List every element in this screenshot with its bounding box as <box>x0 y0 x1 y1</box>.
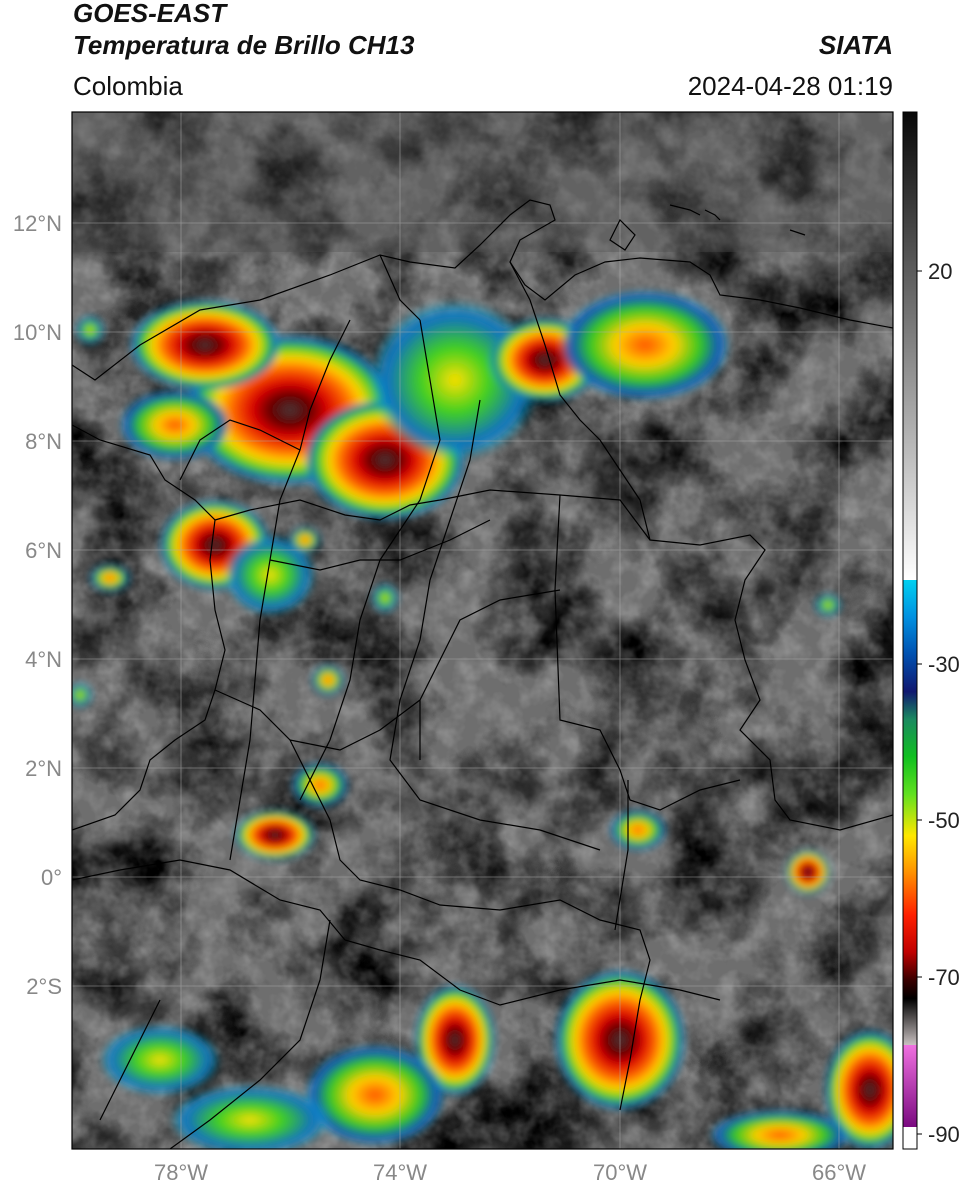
lat-tick-label: 0° <box>41 865 62 890</box>
boundaries <box>72 199 893 1149</box>
colorbar-color-segment <box>903 580 917 1045</box>
lat-tick-label: 2°S <box>26 974 62 999</box>
title-line1: GOES-EAST <box>73 0 227 28</box>
colorbar-tick-label: -70 <box>928 965 960 990</box>
map-frame <box>71 111 894 1150</box>
region-label: Colombia <box>73 71 183 101</box>
title-line2: Temperatura de Brillo CH13 <box>73 30 415 60</box>
datetime-label: 2024-04-28 01:19 <box>687 71 893 101</box>
colorbar-gray-segment <box>903 112 917 580</box>
brand-label: SIATA <box>818 30 893 60</box>
colorbar-frame <box>902 111 918 1150</box>
lat-tick-label: 2°N <box>25 756 62 781</box>
colorbar-purple-segment <box>903 1045 917 1127</box>
lon-tick-label: 66°W <box>812 1160 866 1185</box>
lat-tick-label: 6°N <box>25 538 62 563</box>
lat-tick-label: 4°N <box>25 647 62 672</box>
lon-tick-labels: 78°W 74°W 70°W 66°W <box>154 1160 866 1185</box>
lat-tick-label: 8°N <box>25 429 62 454</box>
colorbar-tick-label: -90 <box>928 1122 960 1147</box>
colorbar-tick-label: 20 <box>928 259 952 284</box>
convective-cells <box>72 290 893 1149</box>
lon-tick-label: 74°W <box>373 1160 427 1185</box>
lon-tick-label: 70°W <box>593 1160 647 1185</box>
lon-tick-label: 78°W <box>154 1160 208 1185</box>
colorbar: 20 -30 -50 -70 -90 <box>902 111 960 1150</box>
lat-tick-labels: 12°N 10°N 8°N 6°N 4°N 2°N 0° 2°S <box>13 211 62 999</box>
colorbar-tick-label: -30 <box>928 652 960 677</box>
colorbar-white-segment <box>903 1127 917 1149</box>
colorbar-tick-label: -50 <box>928 808 960 833</box>
graticule <box>72 112 893 1149</box>
lat-tick-label: 10°N <box>13 320 62 345</box>
lat-tick-label: 12°N <box>13 211 62 236</box>
